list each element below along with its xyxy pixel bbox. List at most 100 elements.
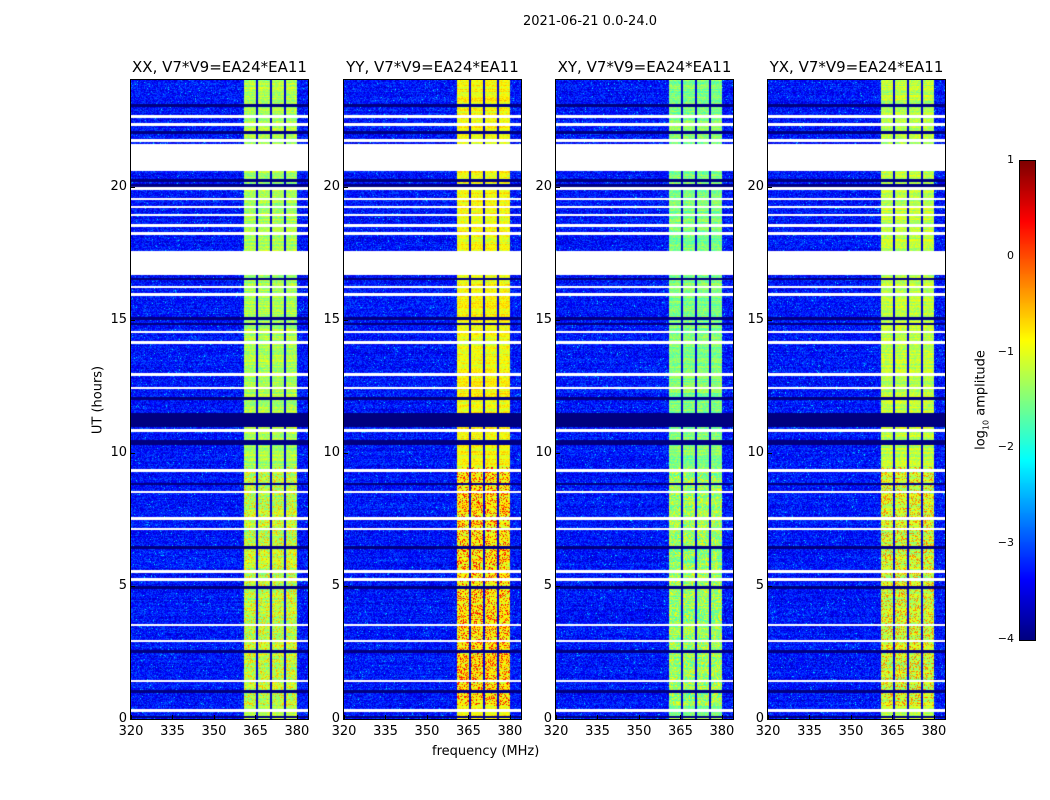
y-tick-mark bbox=[556, 186, 560, 188]
x-tick-mark bbox=[385, 715, 387, 719]
x-tick-mark bbox=[255, 715, 257, 719]
x-tick-mark bbox=[344, 715, 345, 719]
panel-title: XY, V7*V9=EA24*EA11 bbox=[557, 58, 732, 76]
y-tick-label: 20 bbox=[747, 178, 764, 194]
heatmap-cells bbox=[344, 80, 521, 719]
x-tick-label: 335 bbox=[797, 724, 822, 739]
y-tick-label: 10 bbox=[110, 444, 127, 460]
x-tick-mark bbox=[850, 715, 852, 719]
heatmap-cells bbox=[768, 80, 945, 719]
y-tick-label: 20 bbox=[323, 178, 340, 194]
x-tick-label: 365 bbox=[456, 724, 481, 739]
y-tick-mark bbox=[768, 319, 772, 321]
x-tick-label: 380 bbox=[497, 724, 523, 739]
colorbar-label-sub: 10 bbox=[981, 419, 991, 431]
y-tick-mark bbox=[768, 585, 772, 587]
x-tick-label: 350 bbox=[838, 724, 864, 739]
x-tick-label: 365 bbox=[668, 724, 693, 739]
x-tick-label: 350 bbox=[201, 724, 227, 739]
x-tick-label: 380 bbox=[921, 724, 947, 739]
y-tick-mark bbox=[131, 186, 135, 188]
y-tick-mark bbox=[344, 719, 348, 720]
y-tick-mark bbox=[131, 319, 135, 321]
heatmap-panel-4 bbox=[767, 79, 946, 720]
colorbar-gradient bbox=[1020, 161, 1035, 640]
colorbar-tick-label: −3 bbox=[997, 536, 1014, 550]
x-tick-mark bbox=[296, 715, 298, 719]
x-tick-label: 335 bbox=[373, 724, 398, 739]
x-tick-label: 320 bbox=[118, 724, 144, 739]
x-tick-mark bbox=[933, 715, 935, 719]
y-axis-label: UT (hours) bbox=[90, 365, 106, 435]
y-tick-label: 15 bbox=[323, 311, 340, 327]
heatmap-cells bbox=[556, 80, 733, 719]
panel-title: XX, V7*V9=EA24*EA11 bbox=[132, 58, 307, 76]
figure-suptitle: 2021-06-21 0.0-24.0 bbox=[523, 14, 657, 29]
y-tick-label: 0 bbox=[118, 711, 127, 726]
x-tick-mark bbox=[809, 715, 811, 719]
y-tick-label: 0 bbox=[331, 711, 340, 726]
colorbar-label-rest: amplitude bbox=[973, 350, 989, 420]
y-tick-label: 0 bbox=[543, 711, 552, 726]
colorbar-tick-label: −2 bbox=[997, 440, 1014, 454]
y-tick-mark bbox=[344, 319, 348, 321]
x-tick-label: 365 bbox=[880, 724, 905, 739]
x-axis-label: frequency (MHz) bbox=[432, 744, 540, 759]
x-tick-mark bbox=[721, 715, 723, 719]
x-tick-mark bbox=[597, 715, 599, 719]
x-tick-label: 365 bbox=[243, 724, 268, 739]
y-tick-mark bbox=[768, 452, 772, 454]
heatmap-cells bbox=[131, 80, 308, 719]
y-tick-label: 10 bbox=[535, 444, 552, 460]
x-tick-mark bbox=[768, 715, 769, 719]
colorbar-tick-label: 1 bbox=[1007, 153, 1014, 166]
y-tick-mark bbox=[344, 585, 348, 587]
panel-title: YX, V7*V9=EA24*EA11 bbox=[769, 58, 944, 76]
y-tick-label: 5 bbox=[543, 577, 552, 593]
x-tick-label: 350 bbox=[626, 724, 652, 739]
y-tick-mark bbox=[344, 452, 348, 454]
colorbar-tick-label: 0 bbox=[1007, 248, 1014, 262]
y-tick-label: 15 bbox=[535, 311, 552, 327]
y-tick-label: 10 bbox=[323, 444, 340, 460]
y-tick-label: 5 bbox=[331, 577, 340, 593]
heatmap-panel-1 bbox=[130, 79, 309, 720]
x-tick-label: 335 bbox=[585, 724, 610, 739]
x-tick-label: 320 bbox=[543, 724, 569, 739]
panel-title: YY, V7*V9=EA24*EA11 bbox=[346, 58, 519, 76]
x-tick-label: 335 bbox=[160, 724, 185, 739]
x-tick-label: 320 bbox=[755, 724, 781, 739]
y-tick-mark bbox=[556, 452, 560, 454]
x-tick-mark bbox=[509, 715, 511, 719]
x-tick-mark bbox=[892, 715, 894, 719]
y-tick-mark bbox=[768, 186, 772, 188]
y-tick-label: 15 bbox=[747, 311, 764, 327]
y-tick-mark bbox=[556, 719, 560, 720]
x-tick-mark bbox=[172, 715, 174, 719]
y-tick-mark bbox=[131, 452, 135, 454]
colorbar-tick-label: −1 bbox=[997, 344, 1014, 358]
y-tick-mark bbox=[131, 585, 135, 587]
x-tick-label: 380 bbox=[284, 724, 310, 739]
x-tick-mark bbox=[426, 715, 428, 719]
y-tick-label: 10 bbox=[747, 444, 764, 460]
x-tick-mark bbox=[680, 715, 682, 719]
y-tick-label: 5 bbox=[118, 577, 127, 593]
y-tick-label: 5 bbox=[755, 577, 764, 593]
y-tick-mark bbox=[131, 719, 135, 720]
x-tick-label: 350 bbox=[414, 724, 440, 739]
y-tick-label: 15 bbox=[110, 311, 127, 327]
heatmap-panel-2 bbox=[343, 79, 522, 720]
x-tick-mark bbox=[468, 715, 470, 719]
x-tick-label: 320 bbox=[331, 724, 357, 739]
colorbar bbox=[1019, 160, 1036, 641]
x-tick-label: 380 bbox=[709, 724, 735, 739]
heatmap-panel-3 bbox=[555, 79, 734, 720]
y-tick-mark bbox=[556, 319, 560, 321]
x-tick-mark bbox=[638, 715, 640, 719]
y-tick-label: 20 bbox=[535, 178, 552, 194]
colorbar-label: log10 amplitude bbox=[974, 350, 991, 450]
x-tick-mark bbox=[213, 715, 215, 719]
y-tick-mark bbox=[768, 719, 772, 720]
